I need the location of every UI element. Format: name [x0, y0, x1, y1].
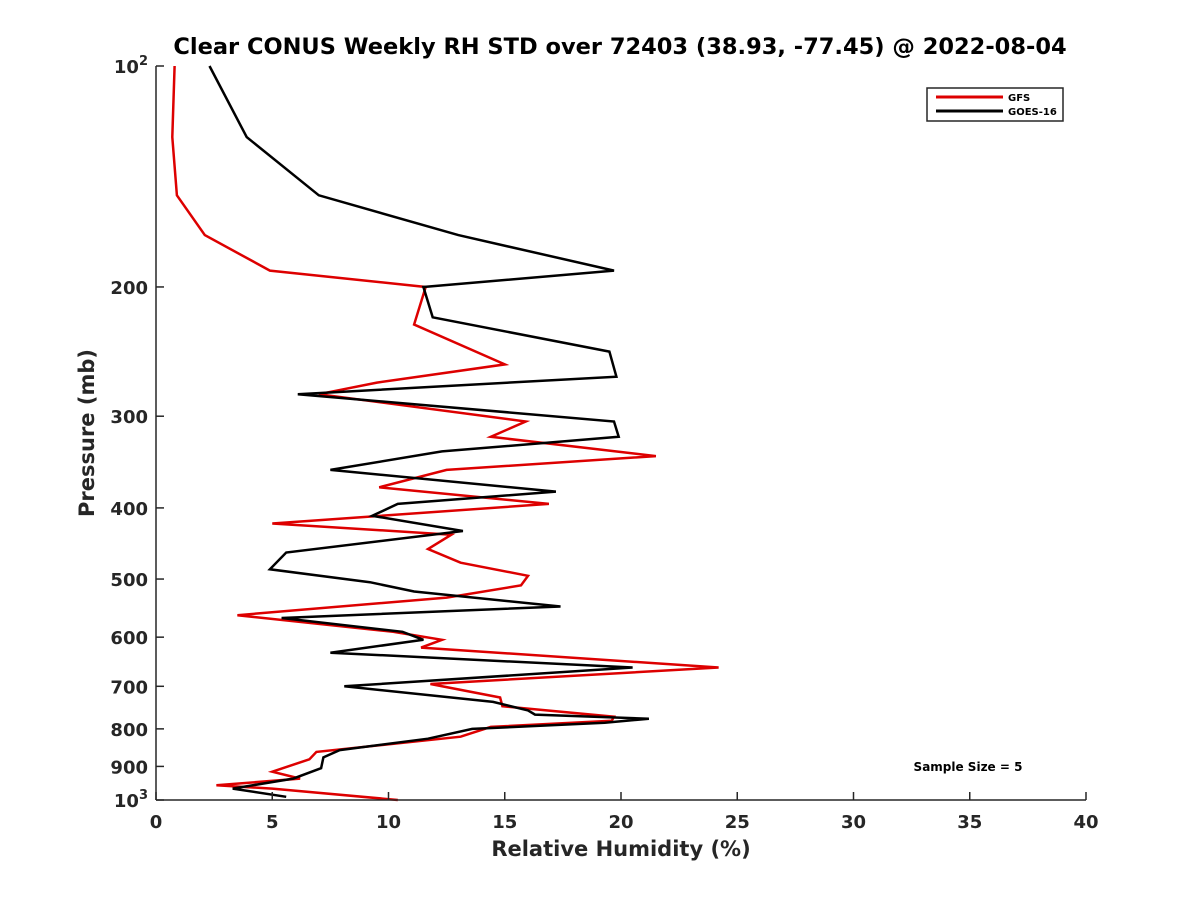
legend: GFS GOES-16	[926, 87, 1064, 122]
x-axis-label: Relative Humidity (%)	[491, 837, 750, 861]
y-tick-label: 300	[110, 407, 148, 428]
x-tick-label: 40	[1073, 812, 1098, 833]
plot-area	[171, 65, 719, 802]
y-tick-label: 500	[110, 570, 148, 591]
x-tick-label: 0	[150, 812, 163, 833]
y-tick-label: 800	[110, 720, 148, 741]
y-tick-label: 700	[110, 677, 148, 698]
x-tick-label: 15	[492, 812, 517, 833]
x-tick-label: 25	[725, 812, 750, 833]
sample-size-annotation: Sample Size = 5	[914, 760, 1023, 774]
x-tick-label: 20	[608, 812, 633, 833]
legend-label-gfs: GFS	[1008, 93, 1030, 104]
x-tick-label: 35	[957, 812, 982, 833]
y-axis-label: Pressure (mb)	[75, 349, 99, 517]
y-tick-label: 600	[110, 628, 148, 649]
y-tick-label: 400	[110, 499, 148, 520]
y-tick-label: 103	[114, 788, 148, 812]
y-tick-label: 900	[110, 757, 148, 778]
chart-title: Clear CONUS Weekly RH STD over 72403 (38…	[173, 34, 1066, 60]
y-tick-label: 102	[114, 54, 148, 78]
x-axis-ticks: 0 5 10 15 20 25 30 35 40	[150, 792, 1099, 833]
y-tick-label: 200	[110, 278, 148, 299]
x-tick-label: 10	[376, 812, 401, 833]
series-line-goes-16	[208, 65, 650, 799]
x-tick-label: 5	[266, 812, 279, 833]
legend-label-goes-16: GOES-16	[1008, 107, 1057, 118]
legend-box	[926, 87, 1064, 122]
x-tick-label: 30	[841, 812, 866, 833]
y-axis-ticks: 102 200 300 400 500 600 700 800 900 103	[110, 54, 164, 812]
series-line-gfs	[171, 65, 719, 802]
